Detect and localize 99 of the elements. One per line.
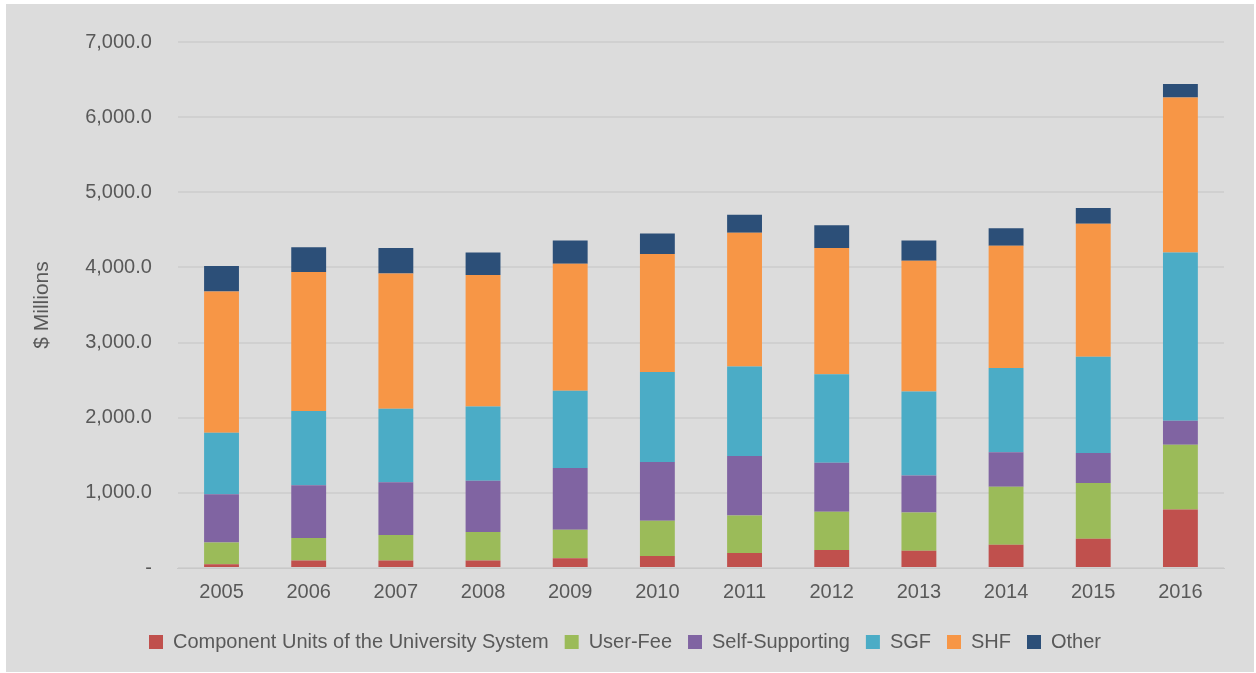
bar <box>727 214 762 233</box>
bar <box>291 485 327 538</box>
bar <box>814 511 850 550</box>
bar <box>552 240 588 264</box>
bar <box>814 549 850 567</box>
y-tick-label: 6,000.0 <box>85 104 152 127</box>
bar <box>378 482 414 535</box>
legend-label: Self-Supporting <box>712 629 850 652</box>
bar <box>1162 252 1198 421</box>
bar <box>988 486 1024 545</box>
bar <box>639 233 675 254</box>
bar <box>901 391 937 476</box>
bar <box>727 456 762 516</box>
bar <box>639 462 675 521</box>
x-tick-label: 2015 <box>1070 579 1116 602</box>
legend-label: SHF <box>971 629 1011 652</box>
bar <box>988 368 1024 453</box>
bar <box>988 228 1024 246</box>
x-tick-label: 2016 <box>1158 579 1203 602</box>
bar <box>204 291 239 433</box>
bar <box>204 542 239 565</box>
bar <box>465 531 501 561</box>
bar <box>204 265 239 292</box>
bar <box>552 529 588 559</box>
bar <box>639 371 675 463</box>
x-tick-label: 2009 <box>547 579 593 602</box>
bar <box>378 534 414 561</box>
bar <box>1075 483 1111 539</box>
bar <box>378 560 414 567</box>
bar <box>901 260 937 392</box>
bar <box>901 240 937 261</box>
bar <box>727 552 762 567</box>
bar <box>1162 509 1198 567</box>
bar <box>814 462 850 512</box>
bar <box>988 245 1024 369</box>
bar <box>639 253 675 372</box>
bar <box>378 247 414 274</box>
bar <box>291 410 327 486</box>
y-tick-label: 3,000.0 <box>85 330 152 353</box>
bar <box>1075 453 1111 484</box>
bar <box>465 406 501 481</box>
x-tick-label: 2014 <box>983 579 1029 602</box>
legend-label: SGF <box>889 629 932 652</box>
bar <box>465 480 501 532</box>
legend-label: Other <box>1051 629 1102 652</box>
y-tick-label: 5,000.0 <box>85 179 152 202</box>
bar <box>1162 420 1198 445</box>
bar <box>639 520 675 556</box>
bar <box>204 494 239 543</box>
bar <box>901 475 937 513</box>
bar <box>291 560 327 567</box>
bar <box>465 274 501 407</box>
bar <box>814 247 850 375</box>
bar <box>1075 356 1111 454</box>
bar <box>552 390 588 469</box>
y-tick-label: 2,000.0 <box>85 405 152 428</box>
bar <box>814 225 850 248</box>
bar <box>727 515 762 553</box>
bar <box>552 468 588 530</box>
legend-label: Component Units of the University System <box>172 629 549 652</box>
bar <box>291 247 327 272</box>
bar <box>1162 444 1198 510</box>
bar <box>901 512 937 551</box>
bar <box>988 452 1024 487</box>
legend-label: User-Fee <box>588 629 673 652</box>
bar <box>901 550 937 567</box>
bar <box>552 263 588 391</box>
y-tick-label: 4,000.0 <box>85 254 152 277</box>
bar <box>1075 538 1111 567</box>
bar <box>291 271 327 411</box>
bar <box>727 366 762 457</box>
bar <box>204 564 239 567</box>
x-tick-label: 2011 <box>723 579 767 602</box>
bar <box>1075 223 1111 357</box>
bar <box>291 537 327 561</box>
y-tick-label: - <box>145 555 152 578</box>
bar <box>727 232 762 367</box>
x-tick-label: 2013 <box>896 579 942 602</box>
bar <box>378 408 414 483</box>
x-tick-label: 2008 <box>460 579 506 602</box>
bar <box>465 560 501 567</box>
bar <box>465 252 501 275</box>
x-tick-label: 2010 <box>635 579 680 602</box>
bar <box>639 555 675 567</box>
y-tick-label: 7,000.0 <box>85 29 152 52</box>
bar <box>1162 97 1198 253</box>
x-tick-label: 2005 <box>199 579 244 602</box>
x-tick-label: 2012 <box>809 579 854 602</box>
bar <box>1075 208 1111 224</box>
x-tick-label: 2006 <box>286 579 331 602</box>
bar <box>378 273 414 409</box>
bar <box>814 374 850 463</box>
y-tick-label: 1,000.0 <box>85 480 152 503</box>
y-axis-title: $ Millions <box>29 261 53 349</box>
x-tick-label: 2007 <box>373 579 419 602</box>
bar <box>988 544 1024 567</box>
bar <box>204 432 239 495</box>
bar <box>1162 84 1198 98</box>
bar <box>552 558 588 567</box>
